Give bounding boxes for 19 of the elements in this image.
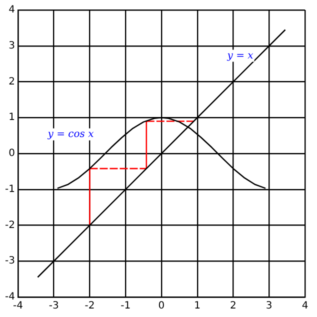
y-tick-label: 2 (8, 76, 15, 88)
y-tick-label: -4 (4, 292, 15, 303)
y-tick-label: 4 (8, 4, 15, 16)
x-tick-label: 3 (266, 300, 272, 312)
x-tick-label: -2 (84, 300, 95, 312)
y-tick-label: 0 (8, 148, 15, 160)
x-tick-label: -3 (48, 300, 59, 312)
x-tick-label: 2 (230, 300, 236, 312)
x-tick-label: 0 (158, 300, 165, 312)
y-tick-label: -3 (4, 256, 15, 267)
y-tick-label: 1 (8, 112, 15, 124)
x-tick-label: 1 (194, 300, 201, 312)
y-tick-label: -1 (4, 184, 15, 195)
y-tick-label: 3 (8, 40, 15, 52)
y-tick-label: -2 (4, 220, 15, 231)
x-tick-label: -1 (120, 300, 131, 312)
series-label: y = cos x (46, 128, 94, 140)
series-label: y = x (226, 50, 254, 62)
x-tick-label: 4 (302, 300, 308, 312)
